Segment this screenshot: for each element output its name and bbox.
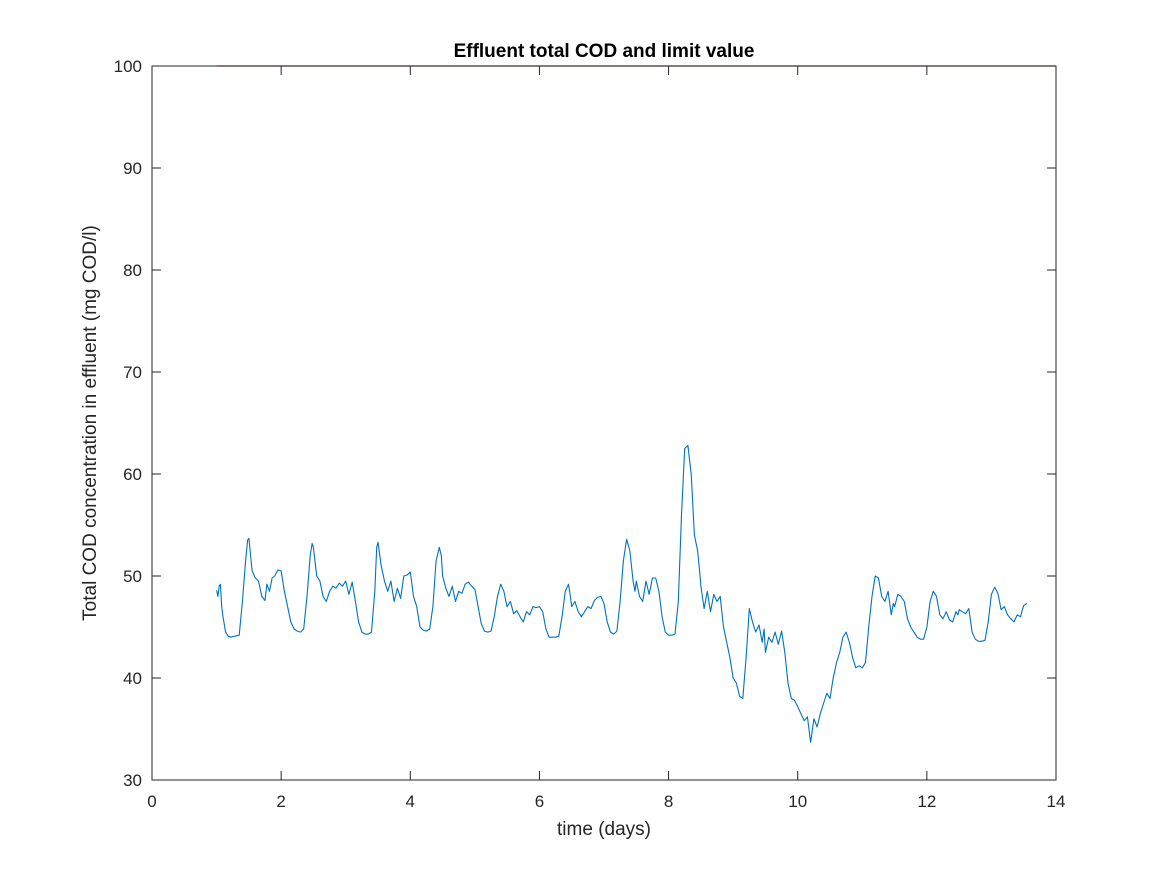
x-tick-label: 6	[535, 792, 544, 811]
y-tick-label: 80	[123, 261, 142, 280]
x-tick-label: 12	[917, 792, 936, 811]
y-tick-label: 90	[123, 159, 142, 178]
y-axis-label: Total COD concentration in effluent (mg …	[80, 225, 101, 621]
x-tick-label: 0	[147, 792, 156, 811]
y-tick-label: 70	[123, 363, 142, 382]
y-tick-label: 60	[123, 465, 142, 484]
x-tick-label: 2	[276, 792, 285, 811]
y-tick-label: 50	[123, 567, 142, 586]
chart-title: Effluent total COD and limit value	[454, 41, 755, 62]
y-tick-label: 100	[114, 57, 142, 76]
plot-area	[152, 66, 1056, 780]
x-tick-label: 14	[1047, 792, 1066, 811]
y-tick-label: 30	[123, 771, 142, 790]
x-axis-label: time (days)	[557, 819, 651, 840]
x-tick-label: 8	[664, 792, 673, 811]
x-tick-label: 4	[406, 792, 415, 811]
y-tick-label: 40	[123, 669, 142, 688]
x-tick-label: 10	[788, 792, 807, 811]
